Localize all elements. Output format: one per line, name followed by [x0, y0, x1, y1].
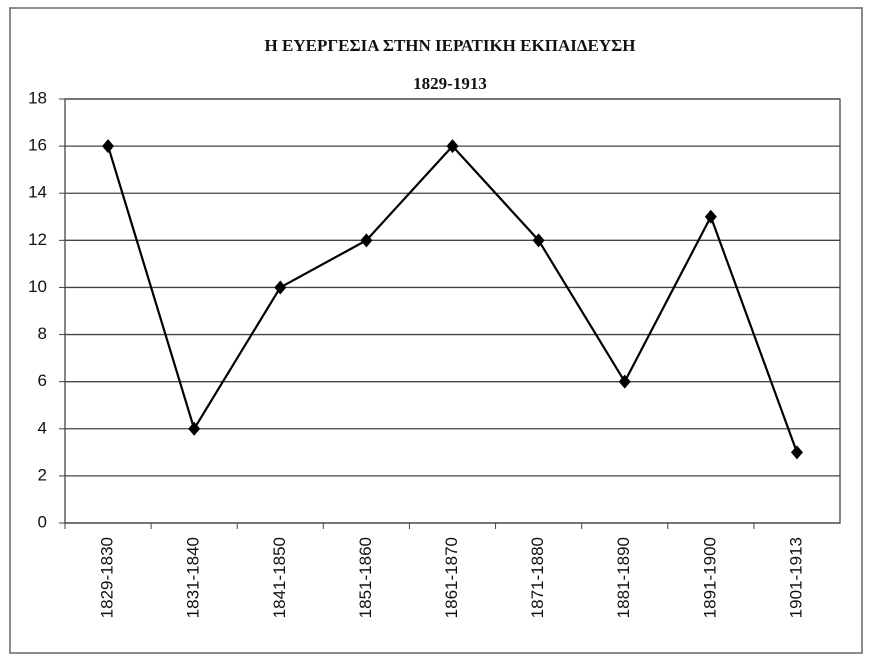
marker — [446, 139, 459, 154]
y-tick-label: 16 — [28, 136, 47, 155]
x-tick-label: 1901-1913 — [786, 537, 805, 618]
y-tick-label: 14 — [28, 183, 47, 202]
marker — [532, 233, 545, 248]
y-tick-label: 6 — [38, 371, 47, 390]
frame — [9, 7, 863, 654]
marker — [618, 374, 631, 389]
x-tick-label: 1841-1850 — [270, 537, 289, 618]
marker — [102, 139, 115, 154]
y-tick-label: 2 — [38, 465, 47, 484]
marker — [360, 233, 373, 248]
marker — [188, 421, 201, 436]
marker — [790, 445, 803, 460]
x-tick-label: 1871-1880 — [528, 537, 547, 618]
x-tick-label: 1861-1870 — [442, 537, 461, 618]
y-tick-label: 18 — [28, 88, 47, 107]
marker — [704, 209, 717, 224]
x-tick-label: 1829-1830 — [98, 537, 117, 618]
y-tick-label: 4 — [38, 418, 47, 437]
x-tick-label: 1891-1900 — [700, 537, 719, 618]
y-tick-label: 12 — [28, 230, 47, 249]
marker — [274, 280, 287, 295]
x-tick-label: 1851-1860 — [356, 537, 375, 618]
x-tick-label: 1831-1840 — [184, 537, 203, 618]
y-tick-label: 0 — [38, 512, 47, 531]
y-tick-label: 10 — [28, 277, 47, 296]
y-tick-label: 8 — [38, 324, 47, 343]
x-tick-label: 1881-1890 — [614, 537, 633, 618]
chart-title: Η ΕΥΕΡΓΕΣΙΑ ΣΤΗΝ ΙΕΡΑΤΙΚΗ ΕΚΠΑΙΔΕΥΣΗ — [265, 36, 636, 55]
chart-subtitle: 1829-1913 — [413, 74, 487, 93]
